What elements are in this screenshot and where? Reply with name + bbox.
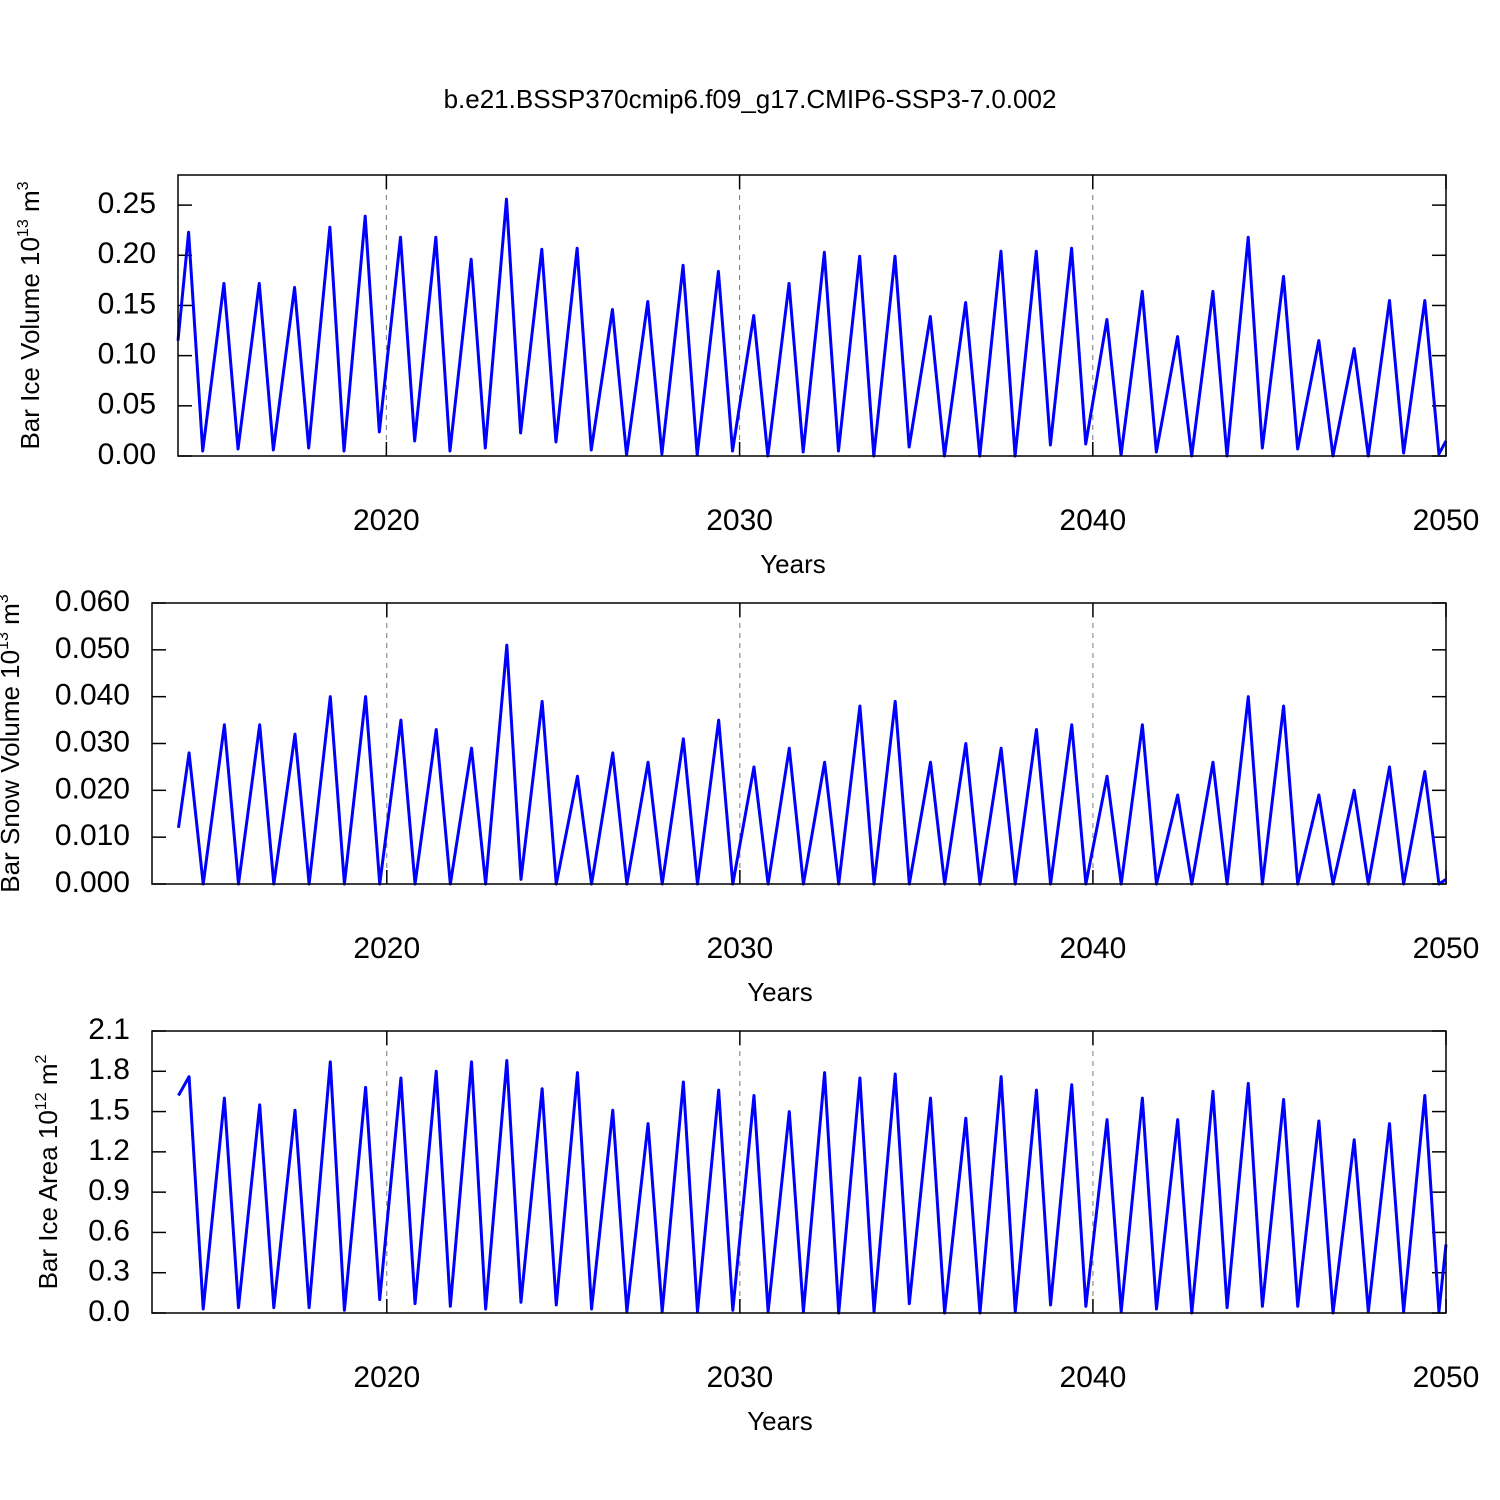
plot-frame xyxy=(177,174,1447,457)
y-axis-label-part: 13 xyxy=(0,632,12,650)
y-tick-label: 0.10 xyxy=(98,338,156,371)
y-tick-label: 1.5 xyxy=(88,1093,130,1126)
chart-title: b.e21.BSSP370cmip6.f09_g17.CMIP6-SSP3-7.… xyxy=(444,84,1057,114)
x-tick-label: 2020 xyxy=(353,932,420,965)
x-tick-label: 2040 xyxy=(1060,1361,1127,1394)
y-axis-label-part: m xyxy=(33,1063,63,1092)
x-tick-label: 2040 xyxy=(1059,504,1126,537)
y-axis-label: Bar Snow Volume 1013 m3 xyxy=(0,594,25,893)
x-tick-label: 2050 xyxy=(1413,932,1480,965)
y-axis-label-part: Bar Snow Volume 10 xyxy=(0,650,25,893)
y-axis-label: Bar Ice Volume 1013 m3 xyxy=(15,181,45,449)
y-tick-label: 0.010 xyxy=(55,819,130,852)
y-tick-label: 0.25 xyxy=(98,187,156,220)
x-axis-label: Years xyxy=(747,977,813,1007)
y-tick-label: 0.030 xyxy=(55,725,130,758)
data-line xyxy=(176,643,1447,886)
plot-frame xyxy=(151,1030,1447,1314)
y-axis-label-part: 13 xyxy=(15,219,32,237)
y-axis-label-part: m xyxy=(15,190,45,219)
x-axis-label: Years xyxy=(760,549,826,579)
x-tick-label: 2050 xyxy=(1413,504,1480,537)
y-tick-label: 0.3 xyxy=(88,1255,130,1288)
x-tick-label: 2030 xyxy=(706,1361,773,1394)
y-tick-label: 1.8 xyxy=(88,1053,130,1086)
y-tick-label: 0.20 xyxy=(98,237,156,270)
y-axis-label-part: Bar Ice Volume 10 xyxy=(15,237,45,449)
y-tick-label: 0.060 xyxy=(55,585,130,618)
plot-frame xyxy=(151,602,1447,885)
y-tick-label: 0.000 xyxy=(55,866,130,899)
y-tick-label: 0.6 xyxy=(88,1214,130,1247)
y-tick-label: 0.020 xyxy=(55,772,130,805)
y-axis-label-part: Bar Ice Area 10 xyxy=(33,1110,63,1289)
y-axis-label-part: 12 xyxy=(33,1092,50,1110)
y-axis-label: Bar Ice Area 1012 m2 xyxy=(33,1054,63,1289)
y-tick-label: 2.1 xyxy=(88,1013,130,1046)
x-tick-label: 2040 xyxy=(1060,932,1127,965)
y-axis-label-part: 3 xyxy=(15,181,32,190)
y-axis-label-part: 3 xyxy=(0,594,12,603)
x-tick-label: 2050 xyxy=(1413,1361,1480,1394)
x-axis-label: Years xyxy=(747,1406,813,1436)
y-tick-label: 0.00 xyxy=(98,438,156,471)
y-tick-label: 0.15 xyxy=(98,287,156,320)
y-tick-label: 0.05 xyxy=(98,388,156,421)
y-tick-label: 0.040 xyxy=(55,679,130,712)
y-axis-label-part: 2 xyxy=(33,1054,50,1063)
y-tick-label: 0.9 xyxy=(88,1174,130,1207)
x-tick-label: 2030 xyxy=(706,504,773,537)
x-tick-label: 2030 xyxy=(706,932,773,965)
x-tick-label: 2020 xyxy=(353,1361,420,1394)
y-tick-label: 0.050 xyxy=(55,632,130,665)
y-tick-label: 0.0 xyxy=(88,1295,130,1328)
x-tick-label: 2020 xyxy=(353,504,420,537)
y-tick-label: 1.2 xyxy=(88,1134,130,1167)
data-line xyxy=(176,197,1448,458)
data-line xyxy=(177,1059,1448,1315)
y-axis-label-part: m xyxy=(0,603,25,632)
